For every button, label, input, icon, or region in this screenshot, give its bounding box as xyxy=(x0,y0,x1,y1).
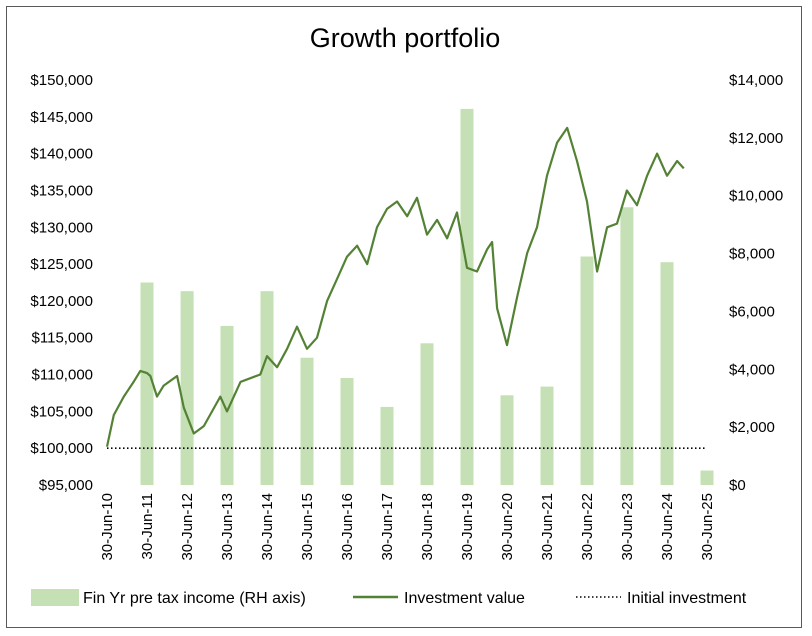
left-tick-label: $145,000 xyxy=(30,109,93,126)
income-bar-13 xyxy=(620,207,634,486)
income-bar-6 xyxy=(340,378,354,485)
x-tick-label: 30-Jun-11 xyxy=(139,493,156,559)
legend-swatch-income xyxy=(31,589,79,606)
right-tick-label: $8,000 xyxy=(729,246,775,263)
left-axis-ticks: $95,000 $100,000 $105,000 $110,000 $115,000 $… xyxy=(30,72,93,494)
right-tick-label: $14,000 xyxy=(729,72,783,89)
income-bar-12 xyxy=(580,256,594,485)
x-tick-label: 30-Jun-17 xyxy=(379,493,396,561)
income-bar-14 xyxy=(660,262,674,485)
income-bar-1 xyxy=(140,282,154,485)
x-tick-label: 30-Jun-21 xyxy=(539,493,556,561)
right-tick-label: $2,000 xyxy=(729,419,775,436)
legend-label-income: Fin Yr pre tax income (RH axis) xyxy=(83,590,306,607)
x-tick-label: 30-Jun-10 xyxy=(99,493,116,561)
left-tick-label: $120,000 xyxy=(30,293,93,310)
income-bar-4 xyxy=(260,291,274,485)
right-tick-label: $6,000 xyxy=(729,303,775,320)
left-tick-label: $130,000 xyxy=(30,219,93,236)
left-tick-label: $125,000 xyxy=(30,256,93,273)
left-tick-label: $105,000 xyxy=(30,403,93,420)
chart-title: Growth portfolio xyxy=(310,23,501,53)
right-tick-label: $0 xyxy=(729,477,746,494)
x-tick-label: 30-Jun-22 xyxy=(579,493,596,561)
left-tick-label: $140,000 xyxy=(30,146,93,163)
investment-value-line xyxy=(105,126,685,447)
x-tick-label: 30-Jun-12 xyxy=(179,493,196,561)
chart-svg: Growth portfolio $95,000 $100,000 $105,000… xyxy=(30,23,783,607)
legend: Fin Yr pre tax income (RH axis) Investme… xyxy=(31,589,747,607)
income-bar-3 xyxy=(220,325,234,485)
income-bar-8 xyxy=(420,343,434,486)
income-bar-5 xyxy=(300,357,314,485)
income-bar-10 xyxy=(500,395,514,485)
right-tick-label: $12,000 xyxy=(729,130,783,147)
x-axis-ticks: 30-Jun-10 30-Jun-11 30-Jun-12 30-Jun-13 30-J… xyxy=(99,493,716,561)
left-tick-label: $115,000 xyxy=(32,330,93,347)
legend-label-investment: Investment value xyxy=(404,590,525,607)
left-tick-label: $100,000 xyxy=(30,440,93,457)
left-tick-label: $95,000 xyxy=(39,477,93,494)
right-tick-label: $10,000 xyxy=(729,188,783,205)
income-bars xyxy=(140,108,714,486)
x-tick-label: 30-Jun-14 xyxy=(259,493,276,561)
right-axis-ticks: $0 $2,000 $4,000 $6,000 $8,000 $10,000 $12,000… xyxy=(729,72,783,494)
x-tick-label: 30-Jun-15 xyxy=(299,493,316,561)
investment-value-polyline xyxy=(105,126,685,447)
income-bar-15 xyxy=(700,470,714,485)
left-tick-label: $150,000 xyxy=(30,72,93,89)
income-bar-2 xyxy=(180,291,194,485)
income-bar-9 xyxy=(460,108,474,486)
x-tick-label: 30-Jun-24 xyxy=(659,493,676,561)
income-bar-7 xyxy=(380,406,394,485)
x-tick-label: 30-Jun-16 xyxy=(339,493,356,561)
x-tick-label: 30-Jun-20 xyxy=(499,493,516,561)
legend-label-initial: Initial investment xyxy=(627,590,747,607)
x-tick-label: 30-Jun-13 xyxy=(219,493,236,561)
chart-frame: Growth portfolio $95,000 $100,000 $105,000… xyxy=(6,6,802,628)
right-tick-label: $4,000 xyxy=(729,361,775,378)
left-tick-label: $110,000 xyxy=(32,367,93,384)
left-tick-label: $135,000 xyxy=(30,183,93,200)
x-tick-label: 30-Jun-23 xyxy=(619,493,636,561)
x-tick-label: 30-Jun-18 xyxy=(419,493,436,561)
x-tick-label: 30-Jun-19 xyxy=(459,493,476,561)
x-tick-label: 30-Jun-25 xyxy=(699,493,716,561)
income-bar-11 xyxy=(540,386,554,485)
